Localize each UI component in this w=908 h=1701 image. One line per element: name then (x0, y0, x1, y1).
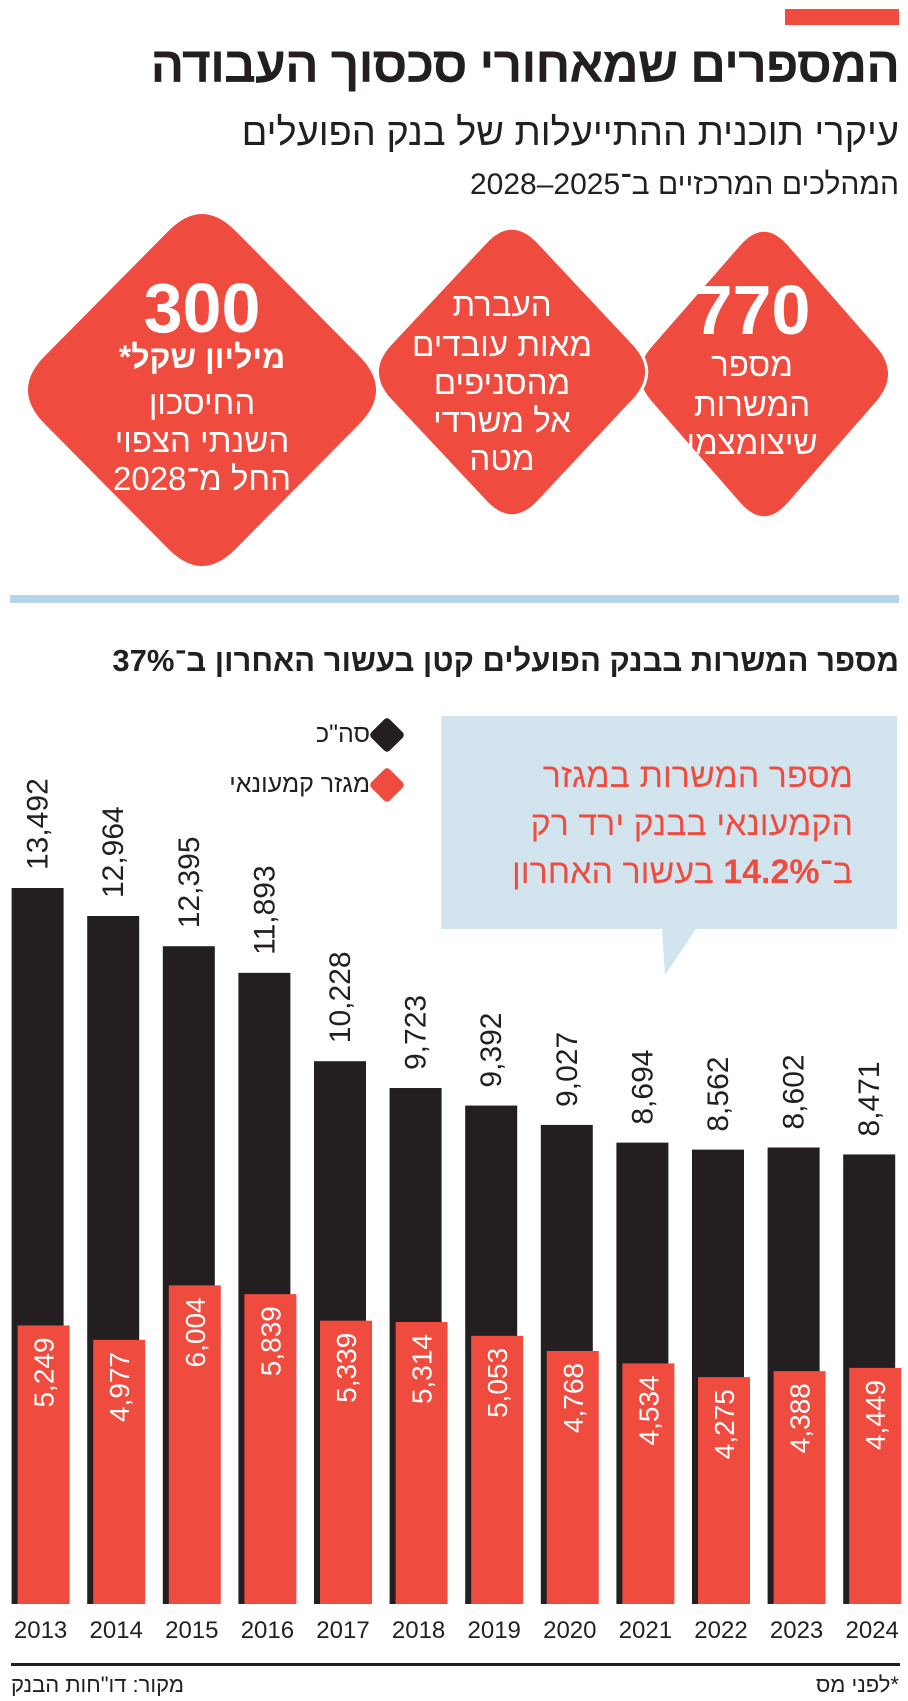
callout-text: מספר המשרות במגזר הקמעונאי בבנק ירד רק ב… (512, 752, 853, 896)
callout-text-post: בעשור האחרון (511, 853, 724, 891)
savings-line: החיסכון (148, 384, 256, 421)
bar-retail (244, 1294, 297, 1604)
callout-line: הקמעונאי בבנק ירד רק (530, 805, 853, 843)
x-tick-label: 2013 (14, 1617, 67, 1644)
page-subtitle: עיקרי תוכנית ההתייעלות של בנק הפועלים (241, 112, 899, 154)
highlight-diamond-savings (24, 211, 380, 569)
savings-line: החל מ־2028 (112, 460, 292, 497)
bar-retail-label: 4,534 (633, 1375, 664, 1445)
transfer-line: אל משרדי (433, 402, 571, 439)
bar-total-label: 11,893 (248, 865, 281, 955)
savings-value: 300 (143, 269, 261, 347)
x-tick-label: 2021 (619, 1617, 672, 1644)
x-tick-label: 2020 (543, 1617, 596, 1644)
transfer-line: מאות עובדים (411, 326, 593, 363)
callout-highlight: 14.2% (723, 853, 820, 891)
bar-retail (93, 1339, 146, 1604)
tax-footnote: *לפני מס (815, 1672, 899, 1697)
jobs-value: 770 (693, 271, 811, 349)
jobs-line: מספר (711, 346, 793, 383)
bar-retail-label: 4,977 (104, 1352, 135, 1422)
bar-retail (471, 1335, 524, 1604)
x-tick-label: 2017 (316, 1617, 369, 1644)
page-title: המספרים שמאחורי סכסוך העבודה (150, 37, 900, 93)
savings-line: השנתי הצפוי (114, 422, 290, 459)
highlight-shapes (24, 211, 891, 569)
bar-retail (622, 1363, 675, 1604)
callout-line: מספר המשרות במגזר (542, 757, 853, 795)
bar-total-label: 10,228 (324, 951, 357, 1043)
footer-rule (11, 1663, 900, 1666)
x-tick-label: 2014 (90, 1617, 143, 1644)
x-tick-label: 2016 (241, 1617, 294, 1644)
bar-retail (773, 1371, 826, 1604)
x-tick-label: 2018 (392, 1617, 445, 1644)
source-note: מקור: דו"חות הבנק (11, 1672, 184, 1697)
chart-title: מספר המשרות בבנק הפועלים קטן בעשור האחרו… (112, 643, 899, 678)
bar-total-label: 8,694 (626, 1050, 659, 1125)
x-tick-label: 2022 (694, 1617, 747, 1644)
bar-total-label: 12,395 (173, 836, 206, 928)
transfer-line: מהסניפים (433, 364, 571, 401)
bar-total-label: 8,562 (702, 1057, 735, 1132)
bar-total-label: 13,492 (22, 778, 55, 870)
jobs-line: שיצומצמו (686, 424, 818, 461)
section-divider (10, 595, 899, 603)
x-tick-label: 2023 (770, 1617, 823, 1644)
section-subtitle: המהלכים המרכזיים ב־2025–2028 (469, 168, 899, 201)
bar-retail (168, 1285, 221, 1604)
highlight-diamond-transfer (375, 226, 649, 518)
bar-retail (698, 1377, 750, 1604)
callout-line: ב־14.2% בעשור האחרון (512, 848, 853, 896)
bar-retail-label: 5,053 (482, 1348, 513, 1418)
bar-retail-label: 4,449 (860, 1380, 891, 1450)
bar-total-label: 8,602 (778, 1054, 811, 1129)
bar-retail-label: 5,314 (407, 1334, 438, 1404)
bar-retail (849, 1367, 902, 1604)
bar-total-label: 12,964 (97, 806, 130, 898)
bar-retail (395, 1321, 448, 1604)
transfer-line: העברת (452, 286, 552, 323)
bar-total-label: 9,392 (475, 1013, 508, 1088)
bar-retail (546, 1350, 599, 1604)
bar-retail-label: 4,275 (709, 1389, 740, 1459)
x-tick-label: 2015 (165, 1617, 218, 1644)
callout-shape (441, 716, 897, 975)
accent-bar (785, 9, 899, 25)
bar-retail (320, 1320, 372, 1604)
savings-unit: מיליון שקל* (118, 339, 286, 375)
legend-total-label: סה"כ (316, 720, 370, 748)
bar-retail-label: 4,388 (785, 1383, 816, 1453)
bar-retail-label: 4,768 (558, 1363, 589, 1433)
bar-retail-label: 5,839 (255, 1306, 286, 1376)
highlights: 300 מיליון שקל* החיסכון השנתי הצפוי החל … (0, 180, 908, 600)
x-tick-label: 2019 (468, 1617, 521, 1644)
bar-total-label: 8,471 (853, 1061, 886, 1136)
x-tick-label: 2024 (846, 1617, 899, 1644)
bar-retail-label: 5,249 (29, 1337, 60, 1407)
transfer-line: מטה (469, 440, 535, 477)
bar-retail-label: 5,339 (331, 1333, 362, 1403)
bar-retail-label: 6,004 (180, 1297, 211, 1367)
jobs-line: המשרות (693, 386, 811, 423)
callout-text-pre: ב־ (819, 853, 853, 891)
bar-total-label: 9,027 (551, 1032, 584, 1107)
legend-retail-label: מגזר קמעונאי (229, 770, 370, 798)
bar-retail (17, 1325, 70, 1604)
bar-total-label: 9,723 (400, 995, 433, 1070)
